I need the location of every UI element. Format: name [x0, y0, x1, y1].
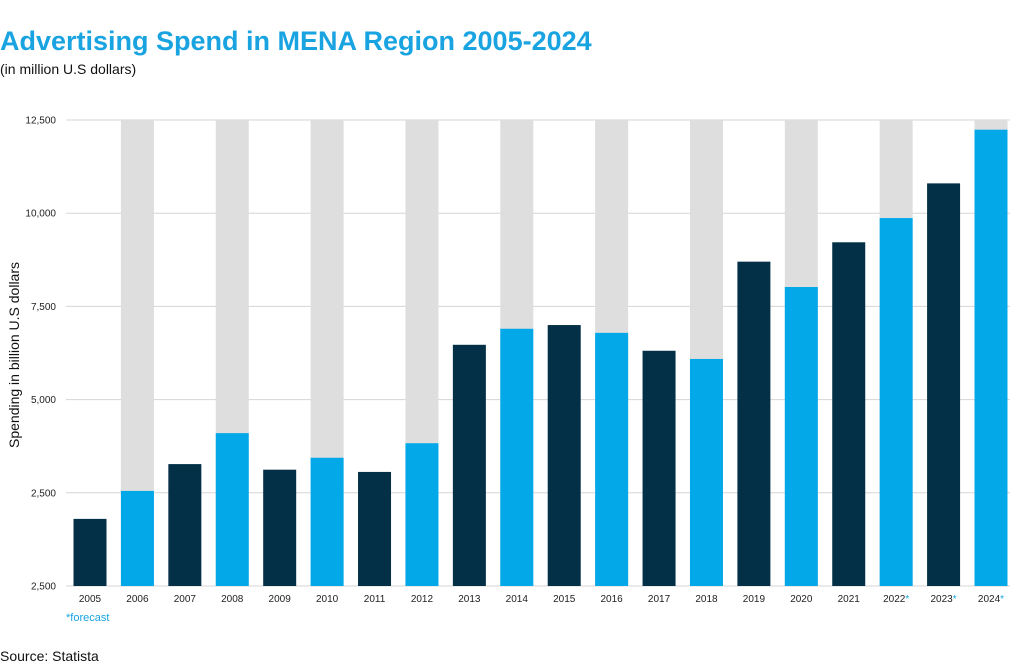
x-tick-label: 2023*	[931, 594, 957, 605]
bar	[974, 129, 1008, 586]
y-tick-label: 10,000	[25, 209, 56, 220]
x-tick-label: 2007	[174, 594, 197, 605]
y-tick-label: 12,500	[25, 116, 56, 127]
x-tick-label: 2024*	[978, 594, 1004, 605]
x-tick-label: 2020	[790, 594, 813, 605]
x-tick-label: 2017	[648, 594, 671, 605]
y-tick-label: 5,000	[31, 395, 56, 406]
bar	[310, 457, 344, 586]
bar	[879, 218, 913, 587]
x-tick-label: 2013	[458, 594, 481, 605]
forecast-asterisk: *	[1000, 594, 1004, 605]
forecast-asterisk: *	[905, 594, 909, 605]
x-tick-label: 2015	[553, 594, 576, 605]
bar	[73, 518, 107, 586]
source-note: Source: Statista	[0, 648, 99, 664]
bar	[405, 443, 439, 586]
bar	[927, 183, 961, 586]
x-tick-label: 2006	[126, 594, 149, 605]
y-tick-label: 2,500	[31, 582, 56, 593]
x-tick-label: 2016	[601, 594, 624, 605]
x-tick-label: 2010	[316, 594, 339, 605]
bar	[642, 350, 676, 586]
x-tick-label: 2019	[743, 594, 766, 605]
x-tick-label: 2005	[79, 594, 102, 605]
bar	[120, 490, 154, 586]
bar	[358, 471, 392, 586]
x-tick-label: 2009	[269, 594, 292, 605]
forecast-asterisk: *	[953, 594, 957, 605]
bar	[263, 469, 297, 586]
y-axis-title: Spending in billion U.S dollars	[6, 262, 22, 448]
x-tick-label: 2018	[695, 594, 718, 605]
x-tick-label: 2021	[838, 594, 861, 605]
bar	[689, 358, 723, 586]
forecast-note: *forecast	[66, 612, 110, 624]
bar	[737, 261, 771, 586]
bar	[784, 287, 818, 586]
bar	[168, 464, 202, 586]
bar	[215, 433, 249, 586]
y-tick-label: 2,500	[31, 488, 56, 499]
bar	[547, 325, 581, 586]
x-tick-label: 2011	[364, 594, 386, 605]
bar	[500, 328, 534, 586]
x-tick-label: 2008	[221, 594, 244, 605]
chart-title: Advertising Spend in MENA Region 2005-20…	[0, 26, 592, 56]
chart-subtitle: (in million U.S dollars)	[0, 61, 137, 77]
x-tick-label: 2022*	[883, 594, 909, 605]
bar	[595, 332, 629, 586]
bar	[832, 242, 866, 587]
x-tick-label: 2014	[506, 594, 529, 605]
x-tick-label: 2012	[411, 594, 434, 605]
y-tick-label: 7,500	[31, 302, 56, 313]
bar	[452, 344, 486, 586]
